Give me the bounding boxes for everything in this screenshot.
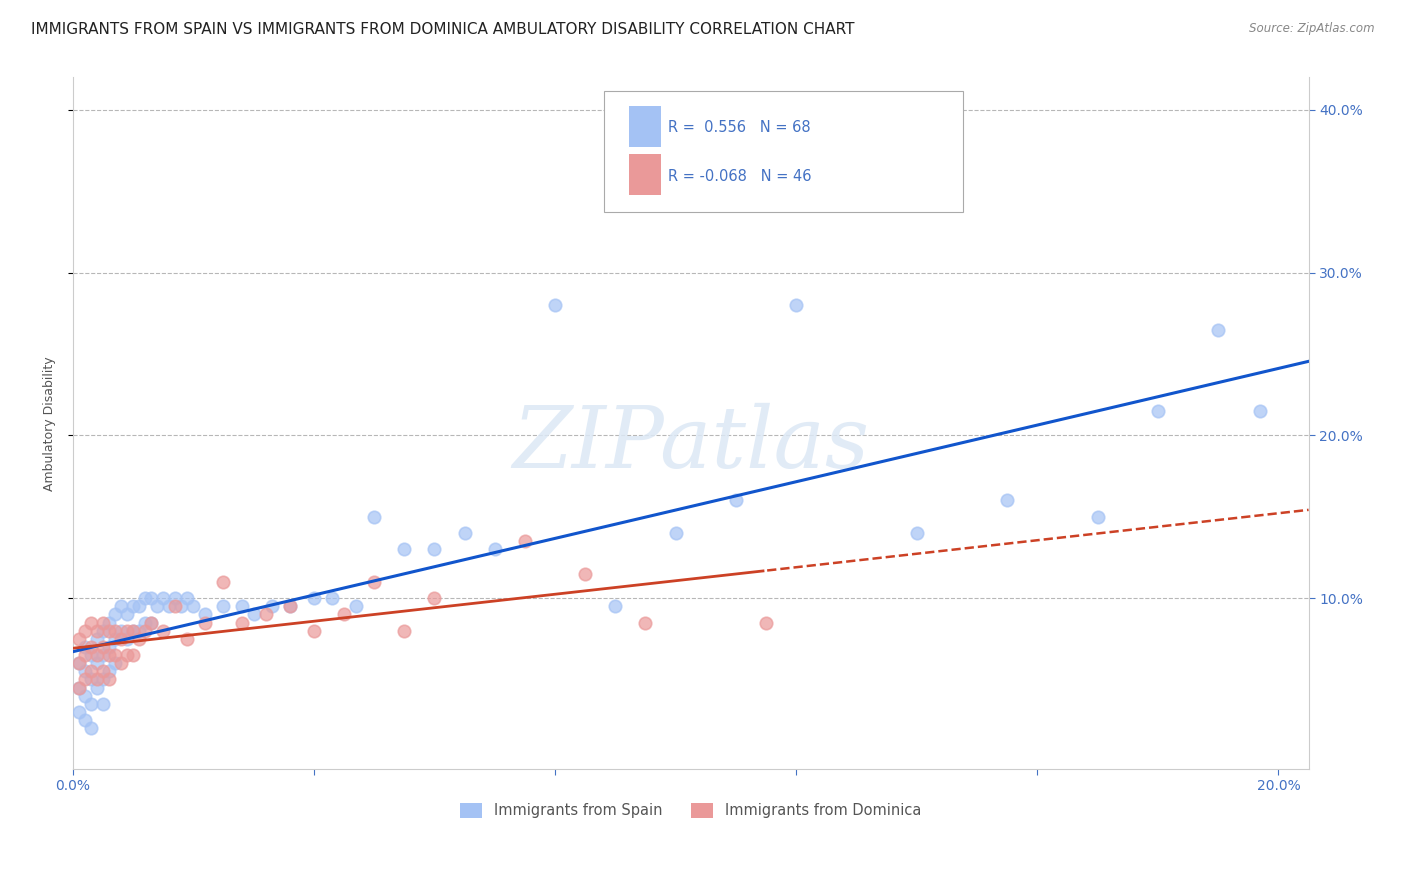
FancyBboxPatch shape	[605, 91, 963, 212]
Legend: Immigrants from Spain, Immigrants from Dominica: Immigrants from Spain, Immigrants from D…	[454, 797, 927, 824]
Text: ZIPatlas: ZIPatlas	[512, 402, 869, 485]
Y-axis label: Ambulatory Disability: Ambulatory Disability	[44, 356, 56, 491]
Text: Source: ZipAtlas.com: Source: ZipAtlas.com	[1250, 22, 1375, 36]
FancyBboxPatch shape	[628, 106, 661, 146]
Text: R = -0.068   N = 46: R = -0.068 N = 46	[668, 169, 811, 184]
Text: IMMIGRANTS FROM SPAIN VS IMMIGRANTS FROM DOMINICA AMBULATORY DISABILITY CORRELAT: IMMIGRANTS FROM SPAIN VS IMMIGRANTS FROM…	[31, 22, 855, 37]
FancyBboxPatch shape	[628, 154, 661, 195]
Text: R =  0.556   N = 68: R = 0.556 N = 68	[668, 120, 811, 136]
